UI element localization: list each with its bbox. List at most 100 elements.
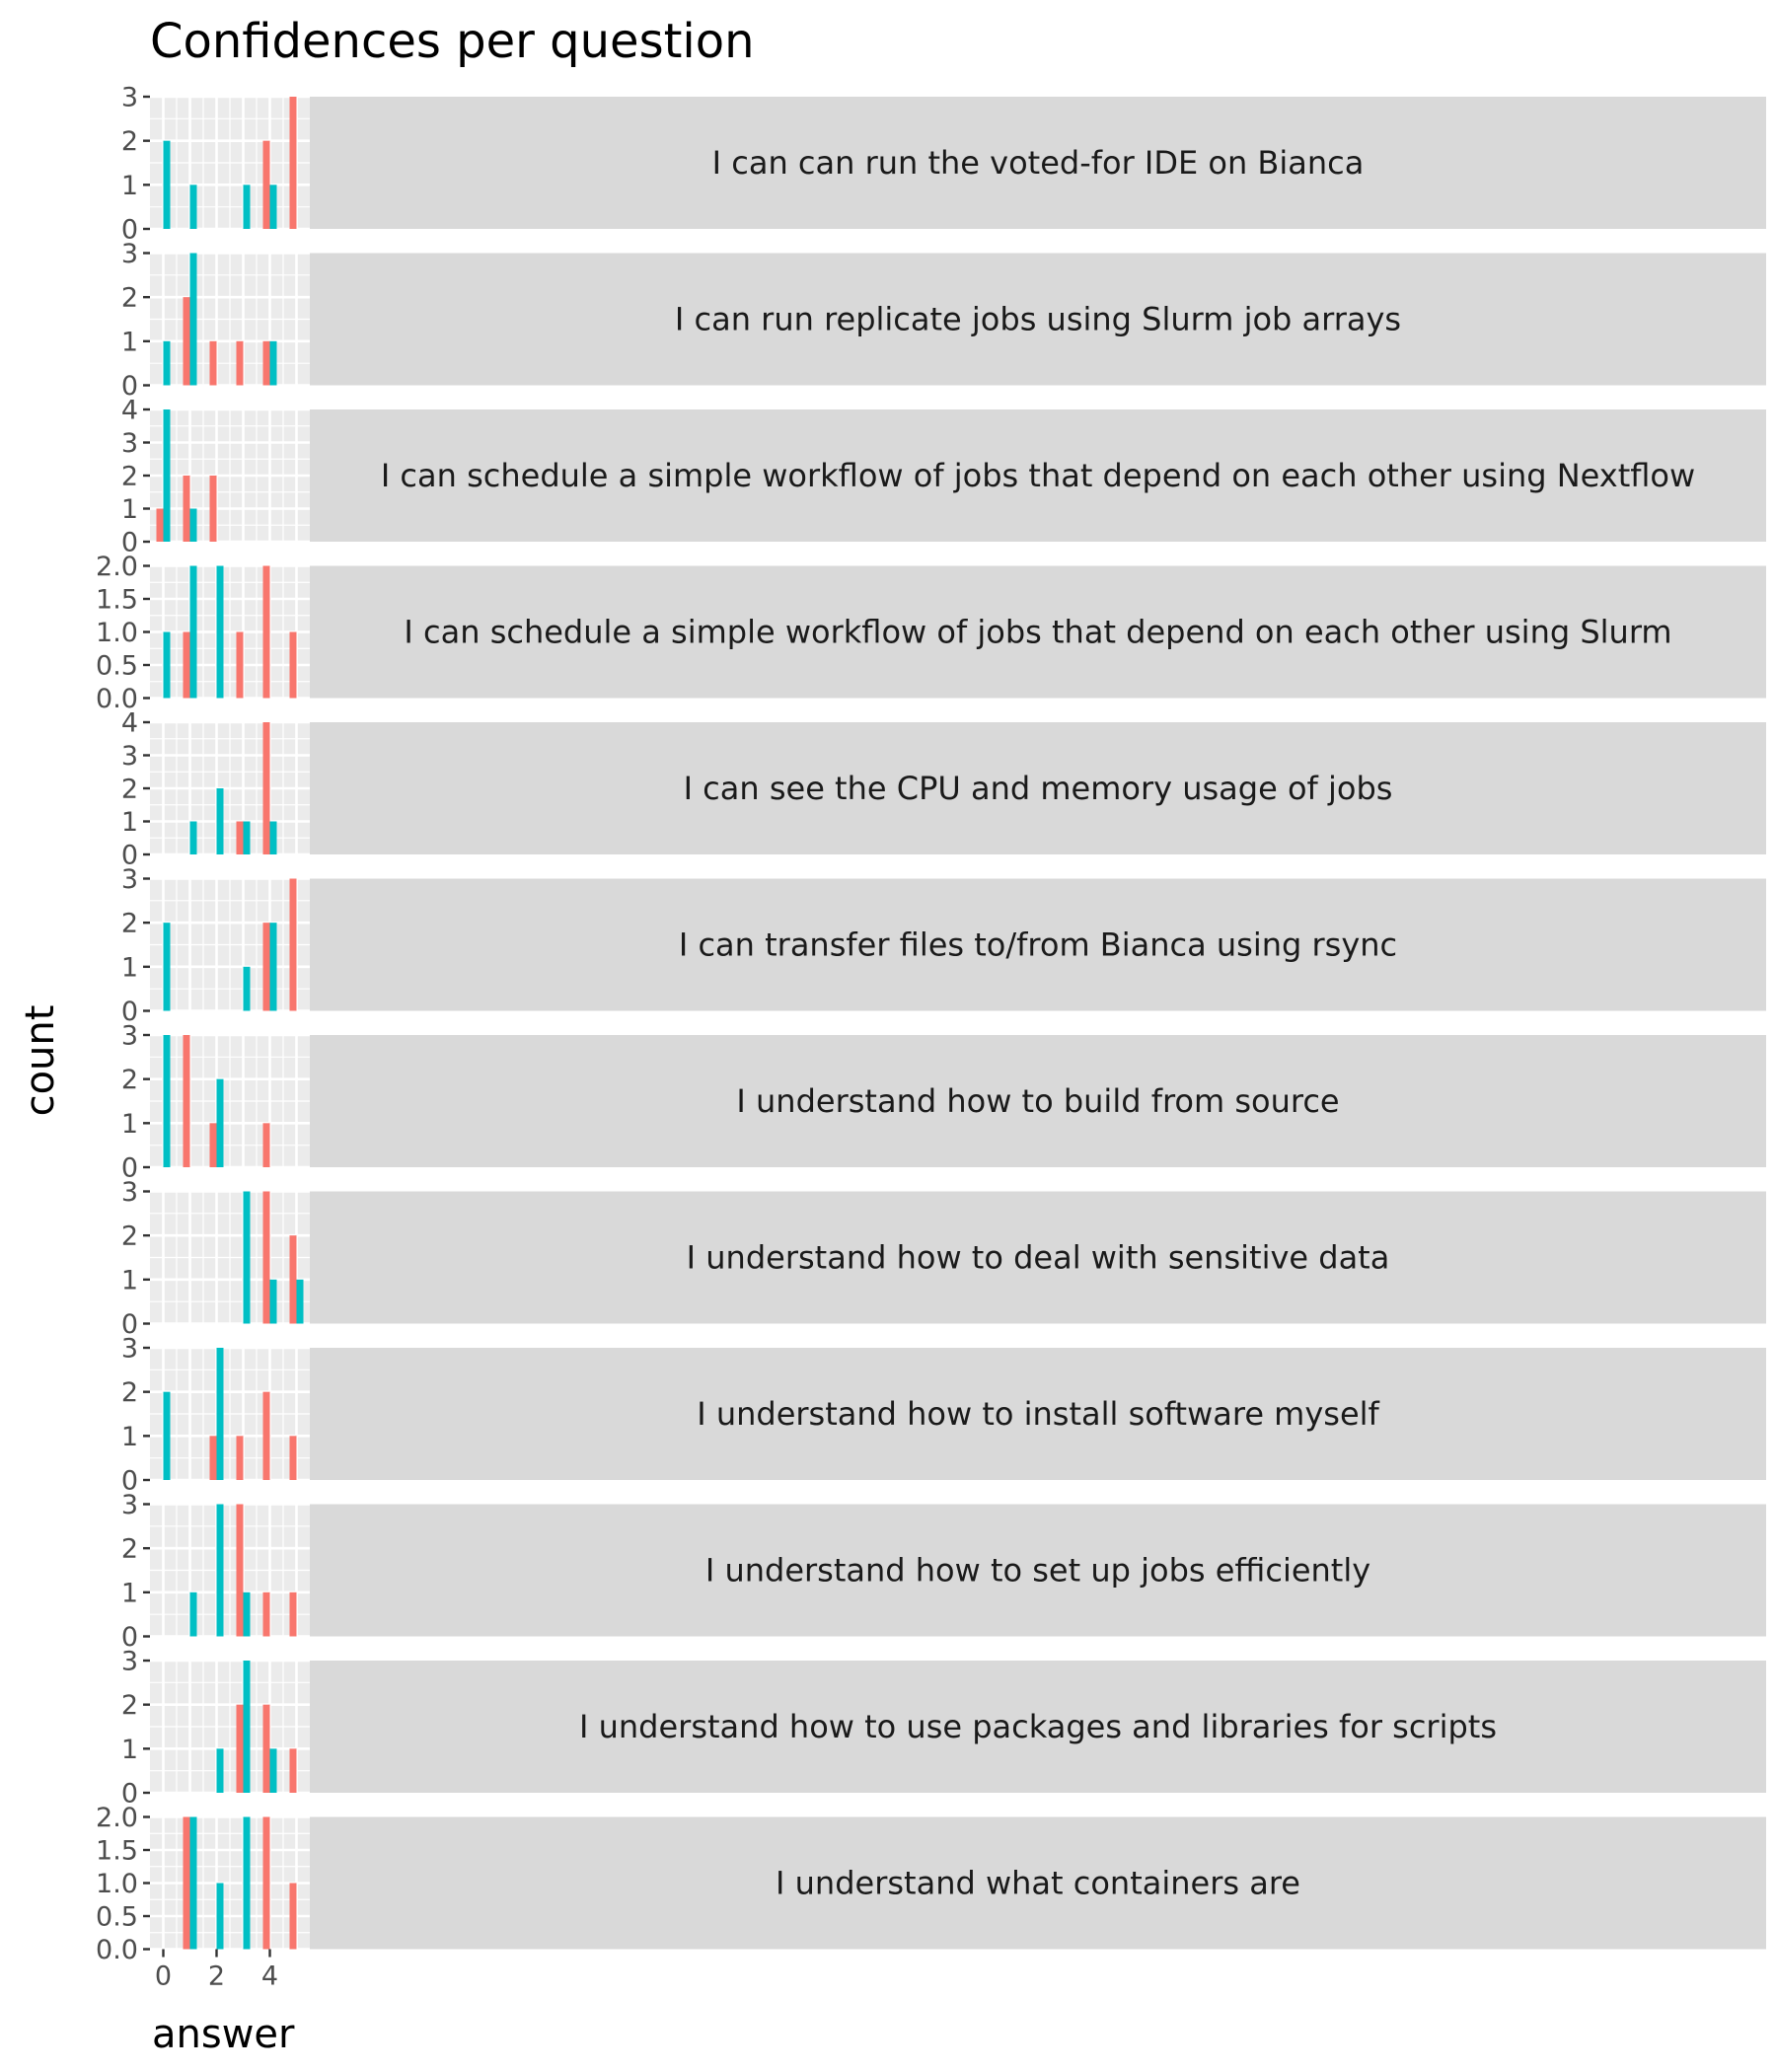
bar — [269, 185, 277, 229]
y-tick-label: 3 — [121, 741, 138, 772]
bar — [189, 821, 197, 854]
facet-strip-label: I can run replicate jobs using Slurm job… — [675, 301, 1401, 338]
bar — [163, 340, 171, 386]
y-tick-label: 0.5 — [96, 1902, 138, 1933]
bar — [289, 1436, 297, 1480]
facet-strip — [310, 878, 1766, 1011]
bar — [262, 923, 270, 1011]
y-tick-label: 2 — [121, 462, 138, 492]
facet-panel: 0 1 2 3 I understand how to build from sourc… — [121, 1021, 1766, 1184]
bar — [163, 1391, 171, 1480]
bar — [262, 1123, 270, 1167]
bar — [189, 185, 197, 229]
x-axis: 0 2 4 — [155, 1949, 278, 1992]
facet-panel: 0.00.51.01.52.0 I understand what contain… — [96, 1803, 1766, 1965]
facet-panel: 0 1 2 3 I can transfer files to/from Bianca … — [121, 864, 1766, 1027]
bar — [262, 1591, 270, 1637]
facet-strip — [310, 1661, 1766, 1793]
bar — [216, 788, 224, 854]
y-tick-label: 0 — [121, 371, 138, 402]
bar — [243, 185, 251, 229]
bar — [216, 565, 224, 699]
y-tick-label: 1.5 — [96, 1836, 138, 1867]
x-tick-label: 0 — [155, 1961, 172, 1992]
bar — [216, 1883, 224, 1950]
bar — [269, 923, 277, 1011]
bar — [236, 821, 244, 854]
y-tick-label: 1.0 — [96, 1869, 138, 1899]
facet-strip-label: I can schedule a simple workflow of jobs… — [404, 614, 1671, 651]
y-tick-label: 0 — [121, 1779, 138, 1810]
y-tick-label: 1 — [121, 327, 138, 357]
bar — [183, 1035, 190, 1167]
y-tick-label: 4 — [121, 708, 138, 739]
y-tick-label: 3 — [121, 1177, 138, 1208]
y-tick-label: 2 — [121, 775, 138, 805]
facet-strip — [310, 1816, 1766, 1950]
bar — [236, 1436, 244, 1480]
facet-strip-label: I can can run the voted-for IDE on Bianc… — [712, 144, 1365, 182]
bar — [216, 1078, 224, 1167]
bar — [183, 631, 190, 699]
bar — [189, 565, 197, 699]
facet-strip-label: I understand how to use packages and lib… — [579, 1708, 1497, 1745]
bar — [163, 1035, 171, 1167]
y-tick-label: 3 — [121, 864, 138, 895]
y-tick-label: 3 — [121, 83, 138, 113]
facet-strip-label: I understand how to set up jobs efficien… — [705, 1552, 1370, 1590]
bar — [262, 140, 270, 229]
facet-panel: 0 1 2 3 I can run replicate jobs using Slurm… — [121, 239, 1766, 402]
facet-strip-label: I can see the CPU and memory usage of jo… — [684, 770, 1393, 807]
y-tick-label: 2 — [121, 1534, 138, 1565]
bar — [163, 409, 171, 542]
facet-strip — [310, 409, 1766, 542]
bar — [269, 1748, 277, 1793]
y-tick-label: 1 — [121, 952, 138, 983]
y-tick-label: 3 — [121, 239, 138, 269]
bar — [243, 1661, 251, 1793]
y-axis-title: count — [18, 1005, 63, 1117]
y-tick-label: 2 — [121, 1377, 138, 1408]
facet-strip — [310, 1035, 1766, 1167]
bar — [183, 297, 190, 386]
bar — [189, 253, 197, 386]
facet-strip — [310, 1191, 1766, 1324]
bar — [269, 340, 277, 386]
facet-panel: 0.00.51.01.52.0 I can schedule a simple w… — [96, 552, 1766, 714]
bar — [216, 1504, 224, 1637]
facet-strip — [310, 1348, 1766, 1480]
facet-panel: 0 1 2 3 I can can run the voted-for IDE on B… — [121, 83, 1766, 246]
y-tick-label: 0 — [121, 1466, 138, 1497]
y-tick-label: 2.0 — [96, 552, 138, 582]
y-tick-label: 3 — [121, 1647, 138, 1677]
y-tick-label: 2 — [121, 1690, 138, 1721]
facet-strip-label: I understand how to build from source — [736, 1082, 1339, 1120]
bar — [189, 1816, 197, 1950]
bar — [289, 1748, 297, 1793]
y-tick-label: 0 — [121, 215, 138, 246]
y-tick-label: 2 — [121, 126, 138, 157]
y-tick-label: 3 — [121, 1334, 138, 1365]
bar — [262, 1816, 270, 1950]
y-tick-label: 3 — [121, 1490, 138, 1520]
bar — [209, 340, 217, 386]
bar — [262, 1704, 270, 1793]
y-tick-label: 3 — [121, 428, 138, 459]
bar — [269, 821, 277, 854]
y-tick-label: 0.0 — [96, 684, 138, 714]
bar — [262, 722, 270, 854]
y-tick-label: 0 — [121, 997, 138, 1027]
y-tick-label: 0 — [121, 1622, 138, 1653]
bar — [262, 1391, 270, 1480]
bar — [262, 340, 270, 386]
y-tick-label: 1.0 — [96, 618, 138, 648]
bar — [243, 966, 251, 1011]
y-tick-label: 0 — [121, 1309, 138, 1340]
facet-strip — [310, 97, 1766, 229]
facet-panel: 0 1 2 3 I understand how to install software… — [121, 1334, 1766, 1497]
bar — [236, 340, 244, 386]
y-tick-label: 1 — [121, 1265, 138, 1295]
